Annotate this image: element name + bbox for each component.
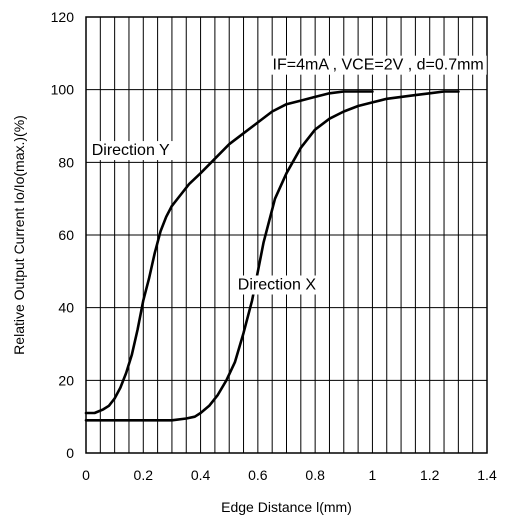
y-tick-label: 40 <box>58 300 74 316</box>
annotation-label: Direction Y <box>92 142 170 159</box>
x-tick-label: 1.4 <box>477 467 497 483</box>
y-tick-label: 120 <box>51 9 75 25</box>
x-tick-label: 0.8 <box>305 467 325 483</box>
annotation-group: Direction X <box>235 276 320 295</box>
annotation-group: IF=4mA , VCE=2V , d=0.7mm <box>270 56 487 75</box>
x-tick-label: 1 <box>369 467 377 483</box>
annotations: IF=4mA , VCE=2V , d=0.7mm Direction Y Dire… <box>89 56 487 295</box>
x-tick-label: 1.2 <box>420 467 440 483</box>
annotation-label: IF=4mA , VCE=2V , d=0.7mm <box>273 57 484 74</box>
y-tick-label: 80 <box>58 154 74 170</box>
x-tick-label: 0.2 <box>134 467 154 483</box>
x-tick-label: 0.6 <box>248 467 268 483</box>
annotation-label: Direction X <box>238 277 317 294</box>
y-tick-label: 20 <box>58 372 74 388</box>
x-axis-label: Edge Distance l(mm) <box>221 499 352 515</box>
grid <box>86 17 487 453</box>
x-tick-label: 0 <box>82 467 90 483</box>
y-tick-label: 100 <box>51 82 75 98</box>
annotation-group: Direction Y <box>89 141 173 160</box>
x-tick-label: 0.4 <box>191 467 211 483</box>
y-tick-label: 60 <box>58 227 74 243</box>
y-axis-label: Relative Output Current Io/Io(max.)(%) <box>11 115 27 355</box>
y-tick-label: 0 <box>66 445 74 461</box>
